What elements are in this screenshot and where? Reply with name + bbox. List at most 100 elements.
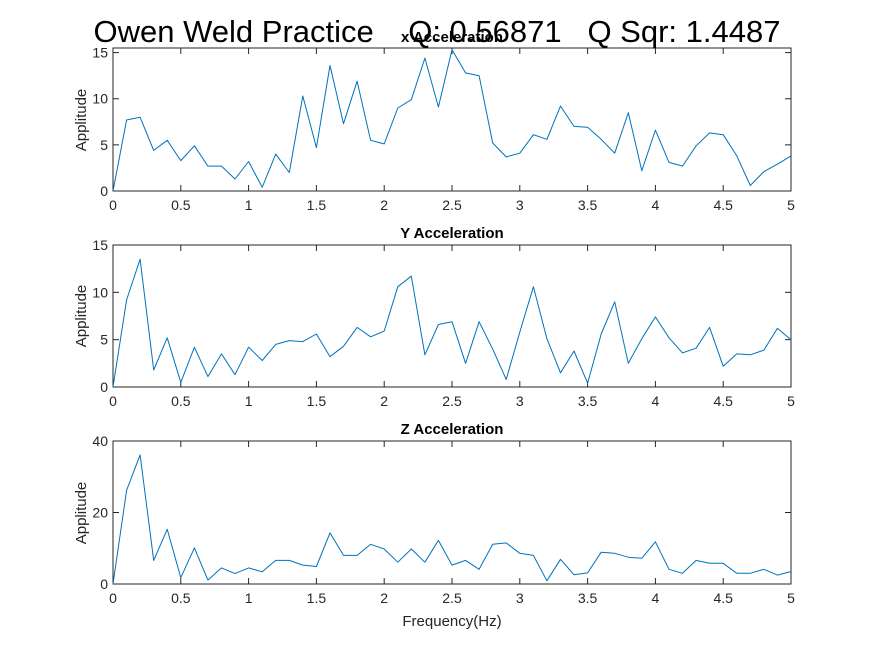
data-point xyxy=(437,106,440,109)
data-point xyxy=(478,568,481,571)
data-point xyxy=(179,159,182,162)
x-tick-label: 3 xyxy=(516,197,524,213)
data-point xyxy=(762,568,765,571)
data-point xyxy=(559,558,562,561)
data-point xyxy=(573,350,576,353)
x-tick-label: 0.5 xyxy=(171,590,191,606)
data-point xyxy=(220,352,223,355)
y-tick-label: 40 xyxy=(92,433,108,449)
data-point xyxy=(315,333,318,336)
data-point xyxy=(247,566,250,569)
data-point xyxy=(586,571,589,574)
x-tick-label: 0.5 xyxy=(171,393,191,409)
x-tick-label: 1 xyxy=(245,393,253,409)
y-axis-label: Applitude xyxy=(73,482,90,545)
data-point xyxy=(423,57,426,60)
data-point xyxy=(274,343,277,346)
data-point xyxy=(532,133,535,136)
data-point xyxy=(627,111,630,114)
data-point xyxy=(261,186,264,189)
data-point xyxy=(356,554,359,557)
data-point xyxy=(315,565,318,568)
data-point xyxy=(206,165,209,168)
data-point xyxy=(518,552,521,555)
data-point xyxy=(301,95,304,98)
y-tick-label: 15 xyxy=(92,237,108,253)
data-point xyxy=(586,382,589,385)
data-point xyxy=(356,80,359,83)
data-point xyxy=(112,386,115,389)
x-tick-label: 4 xyxy=(652,197,660,213)
data-point xyxy=(410,548,413,551)
data-point xyxy=(383,330,386,333)
data-point xyxy=(735,572,738,575)
x-tick-label: 2 xyxy=(380,393,388,409)
data-point xyxy=(735,352,738,355)
data-point xyxy=(342,345,345,348)
x-tick-label: 5 xyxy=(787,393,795,409)
series-line xyxy=(112,454,792,585)
data-point xyxy=(573,125,576,128)
data-point xyxy=(708,562,711,565)
data-point xyxy=(206,579,209,582)
series-line xyxy=(112,258,792,388)
data-point xyxy=(722,365,725,368)
data-point xyxy=(491,142,494,145)
x-tick-label: 0 xyxy=(109,197,117,213)
data-point xyxy=(545,138,548,141)
y-tick-label: 10 xyxy=(92,284,108,300)
x-tick-label: 3.5 xyxy=(578,590,598,606)
data-point xyxy=(735,154,738,157)
data-point xyxy=(681,351,684,354)
figure-title: Owen Weld Practice Q: 0.56871 Q Sqr: 1.4… xyxy=(94,14,781,49)
data-point xyxy=(518,152,521,155)
axes-box xyxy=(112,47,792,192)
x-tick-label: 0.5 xyxy=(171,197,191,213)
data-point xyxy=(464,362,467,365)
data-point xyxy=(220,165,223,168)
data-point xyxy=(613,552,616,555)
data-point xyxy=(234,572,237,575)
data-point xyxy=(410,98,413,101)
subplot-z-acceleration: Z Acceleration Applitude Frequency(Hz) 0… xyxy=(73,421,795,630)
x-tick-label: 2 xyxy=(380,197,388,213)
data-point xyxy=(152,369,155,372)
data-point xyxy=(478,320,481,323)
x-tick-label: 3.5 xyxy=(578,197,598,213)
data-point xyxy=(532,285,535,288)
data-point xyxy=(600,138,603,141)
data-point xyxy=(762,349,765,352)
x-tick-label: 0 xyxy=(109,393,117,409)
data-point xyxy=(668,336,671,339)
x-tick-label: 2.5 xyxy=(442,197,462,213)
y-tick-label: 5 xyxy=(100,332,108,348)
data-point xyxy=(329,64,332,67)
data-point xyxy=(640,337,643,340)
x-tick-label: 5 xyxy=(787,197,795,213)
x-tick-label: 4 xyxy=(652,590,660,606)
plot-area: 0 0.5 1 1.5 2 2.5 3 3.5 4 4.5 5 0 5 10 15 xyxy=(92,45,795,213)
data-point xyxy=(125,298,128,301)
data-point xyxy=(288,171,291,174)
data-point xyxy=(762,170,765,173)
data-point xyxy=(790,570,793,573)
data-point xyxy=(749,353,752,356)
data-point xyxy=(234,178,237,181)
data-point xyxy=(423,353,426,356)
data-point xyxy=(125,119,128,122)
x-tick-label: 4.5 xyxy=(713,197,733,213)
data-point xyxy=(288,339,291,342)
axes-box xyxy=(112,440,792,585)
data-point xyxy=(776,574,779,577)
data-point xyxy=(396,561,399,564)
data-point xyxy=(505,378,508,381)
data-point xyxy=(410,275,413,278)
data-point xyxy=(559,371,562,374)
x-tick-label: 5 xyxy=(787,590,795,606)
subplot-title: Z Acceleration xyxy=(401,421,504,438)
x-tick-label: 2.5 xyxy=(442,393,462,409)
y-tick-label: 20 xyxy=(92,505,108,521)
data-point xyxy=(640,169,643,172)
data-point xyxy=(695,347,698,350)
data-point xyxy=(220,566,223,569)
